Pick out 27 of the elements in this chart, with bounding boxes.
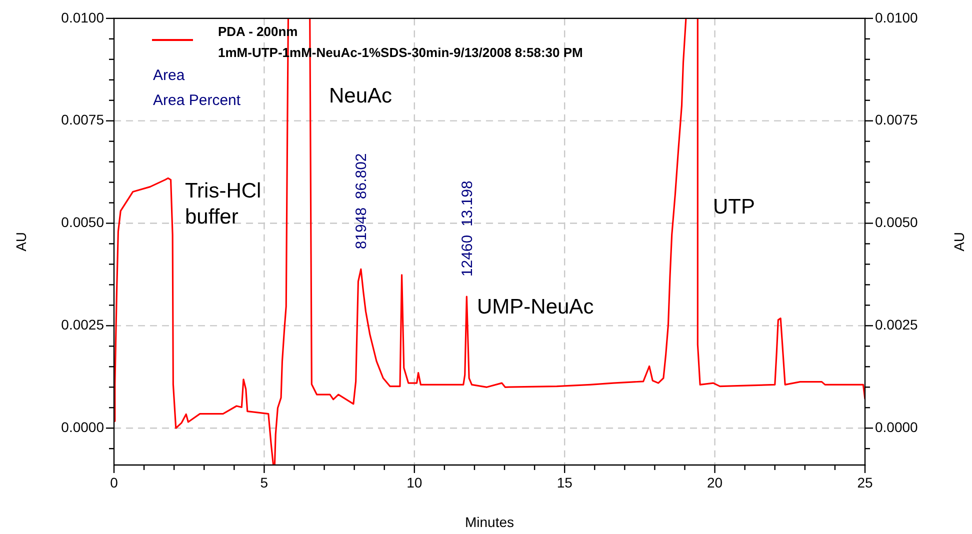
annotation: UMP-NeuAc [477, 295, 594, 318]
y-tick-label: 0.0100 [61, 9, 104, 26]
annotation: 81948 86.802 [353, 153, 370, 250]
y2-tick-label: 0.0000 [875, 418, 918, 435]
y-tick-label: 0.0075 [61, 112, 104, 128]
x-tick-label: 0 [110, 474, 118, 490]
y2-axis-title: AU [950, 232, 967, 252]
y2-tick-label: 0.0100 [875, 9, 918, 26]
annotation: Area Percent [153, 92, 242, 110]
annotation: Tris-HCl buffer [185, 179, 262, 228]
annotation: NeuAc [329, 84, 392, 108]
annotation: Area [153, 67, 186, 84]
y-tick-label: 0.0050 [61, 214, 104, 230]
y2-tick-label: 0.0075 [875, 112, 918, 128]
y2-tick-label: 0.0050 [875, 214, 918, 230]
y-tick-label: 0.0025 [61, 316, 104, 333]
y-tick-label: 0.0000 [61, 418, 104, 435]
x-tick-label: 10 [406, 474, 422, 490]
y-axis-title: AU [12, 232, 29, 252]
y2-tick-label: 0.0025 [875, 316, 918, 333]
x-tick-label: 5 [260, 474, 268, 490]
x-tick-label: 15 [556, 474, 573, 490]
annotation: 12460 13.198 [458, 180, 476, 277]
x-tick-label: 25 [857, 474, 873, 490]
x-tick-label: 20 [707, 474, 723, 490]
x-axis-title: Minutes [464, 514, 514, 530]
annotation: UTP [713, 195, 755, 218]
